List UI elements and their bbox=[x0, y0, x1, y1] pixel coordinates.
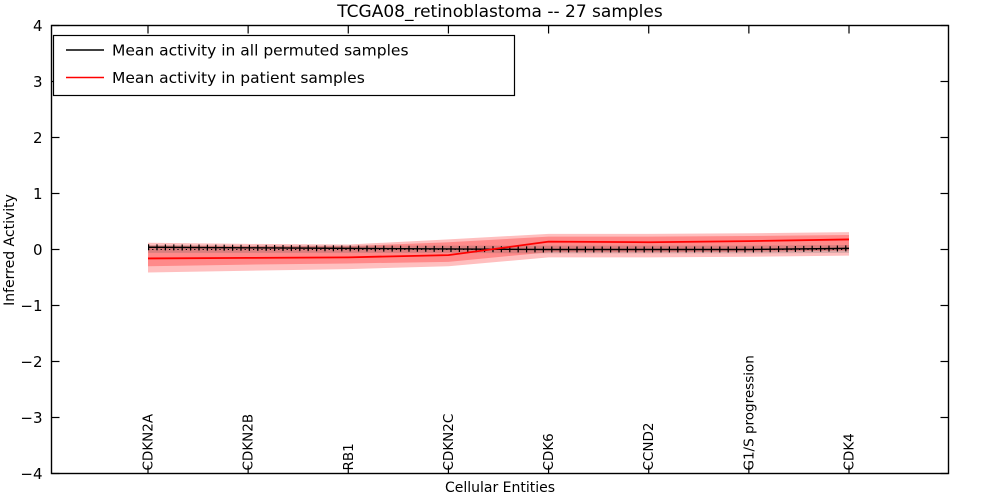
legend-box bbox=[52, 34, 516, 97]
y-tick-label: 3 bbox=[33, 73, 43, 91]
tick-label-layer: 4 3 2 1 0 −1 −2 −3 −4 CDKN2A CDKN2B RB1 CDKN2C CDK6 CC… bbox=[20, 17, 857, 483]
x-tick-label: CDK6 bbox=[541, 433, 557, 470]
x-tick-label: CDKN2C bbox=[441, 414, 457, 471]
y-tick-label: 0 bbox=[33, 241, 43, 259]
y-tick-label: −4 bbox=[20, 465, 42, 483]
band-layer bbox=[148, 232, 849, 273]
y-tick-label: 2 bbox=[33, 129, 43, 147]
y-tick-label: −2 bbox=[20, 353, 42, 371]
series-layer bbox=[147, 238, 850, 260]
y-tick-label: −3 bbox=[20, 409, 42, 427]
legend-label-permuted: Mean activity in all permuted samples bbox=[112, 42, 409, 60]
x-tick-label: CCND2 bbox=[641, 423, 657, 471]
legend-label-patient: Mean activity in patient samples bbox=[112, 69, 365, 87]
x-tick-label: CDKN2A bbox=[141, 413, 157, 470]
y-tick-label: 1 bbox=[33, 185, 43, 203]
x-tick-label: CDKN2B bbox=[241, 414, 257, 471]
x-tick-label: G1/S progression bbox=[741, 355, 757, 470]
tick-layer bbox=[51, 24, 949, 475]
y-tick-label: 4 bbox=[33, 17, 43, 35]
x-tick-label: CDK4 bbox=[842, 433, 858, 470]
y-tick-label: −1 bbox=[20, 297, 42, 315]
chart-title: TCGA08_retinoblastoma -- 27 samples bbox=[336, 2, 663, 22]
series-line-1 bbox=[147, 238, 850, 260]
x-tick-label: RB1 bbox=[341, 443, 357, 470]
legend: Mean activity in all permuted samples Me… bbox=[52, 34, 516, 97]
y-axis-label: Inferred Activity bbox=[2, 194, 18, 306]
x-axis-label: Cellular Entities bbox=[445, 480, 555, 496]
